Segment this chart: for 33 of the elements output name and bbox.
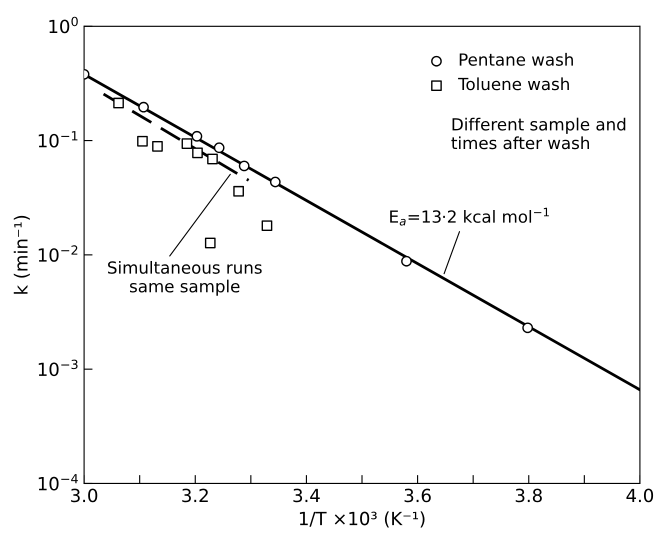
x-tick-label: 4.0 bbox=[626, 488, 654, 502]
x-tick-label: 3.6 bbox=[404, 488, 431, 502]
y-tick-label: 10$^{−1}$ bbox=[38, 131, 78, 148]
point bbox=[270, 176, 281, 188]
point bbox=[192, 148, 203, 158]
point bbox=[137, 136, 148, 147]
x-tick-label: 3.8 bbox=[516, 488, 542, 502]
point bbox=[152, 141, 163, 152]
point bbox=[113, 98, 124, 108]
x-tick-label: 3.4 bbox=[293, 488, 320, 502]
legend-label: Pentane wash bbox=[460, 52, 573, 66]
annotation: E$_{a}$=13·2 kcal mol$^{−1}$ bbox=[390, 208, 549, 226]
x-tick-label: 3.0 bbox=[71, 488, 98, 502]
y-axis-title: k (min⁻¹) bbox=[14, 216, 30, 294]
x-axis-title: 1/T ×10³ (K⁻¹) bbox=[300, 511, 425, 528]
x-tick-label: 3.2 bbox=[182, 488, 208, 502]
point bbox=[207, 154, 218, 164]
point bbox=[238, 160, 250, 172]
legend-label: Toluene wash bbox=[458, 77, 569, 90]
point bbox=[262, 220, 272, 232]
y-tick-label: 10$^{−2}$ bbox=[38, 245, 78, 262]
point bbox=[138, 102, 149, 113]
point bbox=[182, 138, 192, 149]
annotation: Different sample and times after wash bbox=[451, 118, 626, 150]
point bbox=[233, 186, 244, 197]
point bbox=[522, 322, 533, 334]
point bbox=[192, 130, 202, 142]
point bbox=[204, 238, 216, 248]
y-tick-label: 10$^{0}$ bbox=[49, 16, 78, 34]
y-tick-label: 10$^{−3}$ bbox=[38, 360, 78, 376]
point bbox=[214, 142, 225, 154]
annotation: Simultaneous runs same sample bbox=[108, 260, 262, 296]
point bbox=[401, 256, 412, 267]
